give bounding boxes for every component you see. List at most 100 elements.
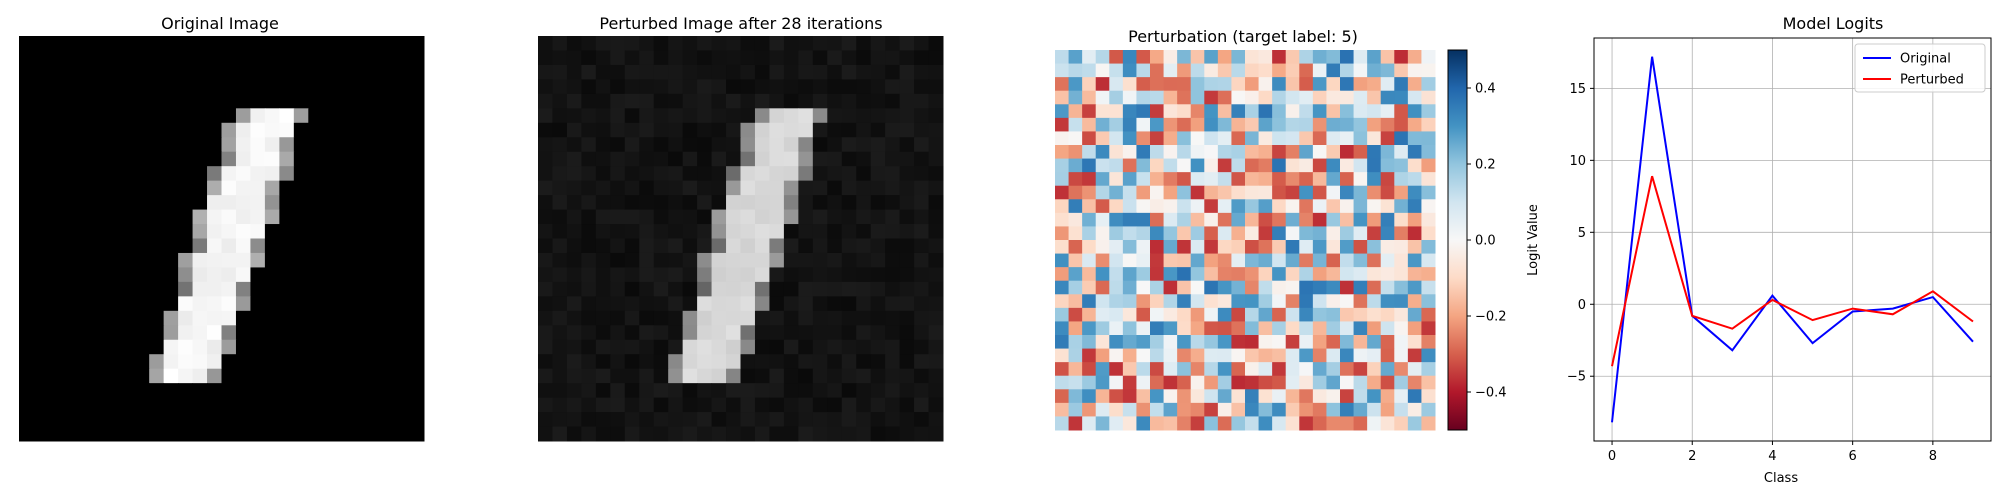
image-pixel: [885, 267, 901, 283]
image-pixel: [235, 252, 251, 268]
image-pixel: [812, 397, 828, 413]
image-pixel: [697, 151, 713, 167]
image-pixel: [163, 79, 179, 95]
image-pixel: [783, 238, 799, 254]
heatmap-cell: [1217, 212, 1232, 227]
image-pixel: [322, 296, 338, 312]
image-pixel: [697, 137, 713, 153]
image-pixel: [192, 354, 208, 370]
heatmap-cell: [1245, 267, 1260, 282]
image-pixel: [308, 412, 324, 428]
heatmap-cell: [1245, 63, 1260, 78]
heatmap-cell: [1217, 199, 1232, 214]
image-pixel: [697, 64, 713, 80]
image-pixel: [899, 50, 915, 66]
heatmap-cell: [1122, 117, 1137, 132]
image-pixel: [235, 238, 251, 254]
image-pixel: [697, 108, 713, 124]
image-pixel: [308, 281, 324, 297]
image-pixel: [754, 209, 770, 225]
image-pixel: [668, 397, 684, 413]
image-pixel: [62, 50, 78, 66]
image-pixel: [711, 108, 727, 124]
heatmap-cell: [1150, 375, 1165, 390]
image-pixel: [235, 137, 251, 153]
image-pixel: [351, 238, 367, 254]
heatmap-cell: [1055, 294, 1070, 309]
image-pixel: [639, 281, 655, 297]
heatmap-cell: [1245, 321, 1260, 336]
image-pixel: [351, 166, 367, 182]
image-pixel: [250, 397, 266, 413]
image-pixel: [538, 36, 553, 51]
heatmap-cell: [1204, 416, 1219, 431]
image-pixel: [914, 93, 930, 109]
heatmap-cell: [1421, 185, 1436, 200]
image-pixel: [552, 238, 568, 254]
image-pixel: [62, 281, 78, 297]
heatmap-cell: [1150, 253, 1165, 268]
heatmap-cell: [1312, 402, 1327, 417]
image-pixel: [668, 368, 684, 384]
image-pixel: [885, 426, 901, 442]
image-pixel: [409, 296, 425, 312]
image-pixel: [624, 137, 640, 153]
image-pixel: [235, 50, 251, 66]
heatmap-cell: [1055, 212, 1070, 227]
image-pixel: [914, 310, 930, 326]
image-pixel: [595, 238, 611, 254]
heatmap-cell: [1272, 77, 1287, 92]
image-pixel: [798, 224, 814, 239]
image-pixel: [914, 64, 930, 80]
image-pixel: [380, 93, 396, 109]
image-pixel: [76, 383, 92, 399]
image-pixel: [827, 209, 843, 225]
heatmap-cell: [1380, 63, 1395, 78]
image-pixel: [62, 93, 78, 109]
heatmap-cell: [1312, 212, 1327, 227]
image-pixel: [33, 180, 49, 196]
heatmap-cell: [1353, 199, 1368, 214]
image-pixel: [62, 252, 78, 268]
image-pixel: [322, 64, 338, 80]
image-pixel: [235, 79, 251, 95]
image-pixel: [841, 397, 857, 413]
image-pixel: [221, 310, 237, 326]
image-pixel: [250, 325, 266, 341]
image-pixel: [639, 36, 655, 51]
heatmap-cell: [1095, 321, 1110, 336]
image-pixel: [668, 252, 684, 268]
image-pixel: [928, 151, 944, 167]
image-pixel: [624, 64, 640, 80]
image-pixel: [639, 151, 655, 167]
heatmap-cell: [1245, 172, 1260, 187]
image-pixel: [62, 325, 78, 341]
image-pixel: [827, 195, 843, 211]
panel-perturbation: Perturbation (target label: 5) −0.4−0.20…: [1055, 27, 1507, 431]
image-pixel: [581, 339, 597, 355]
image-pixel: [653, 310, 669, 326]
image-pixel: [682, 252, 698, 268]
image-pixel: [19, 180, 34, 196]
image-pixel: [624, 36, 640, 51]
image-pixel: [279, 108, 295, 124]
image-pixel: [47, 137, 63, 153]
image-pixel: [552, 310, 568, 326]
heatmap-cell: [1285, 117, 1300, 132]
heatmap-cell: [1394, 199, 1409, 214]
logits-xlabel: Class: [1764, 471, 1798, 486]
heatmap-cell: [1082, 416, 1097, 431]
heatmap-cell: [1190, 77, 1205, 92]
image-pixel: [105, 354, 121, 370]
heatmap-cell: [1312, 267, 1327, 282]
image-pixel: [740, 36, 756, 51]
heatmap-cell: [1326, 280, 1341, 295]
image-pixel: [754, 426, 770, 442]
heatmap-cell: [1122, 240, 1137, 255]
image-pixel: [91, 238, 107, 254]
heatmap-cell: [1380, 185, 1395, 200]
heatmap-cell: [1150, 240, 1165, 255]
heatmap-cell: [1217, 77, 1232, 92]
heatmap-cell: [1082, 212, 1097, 227]
heatmap-cell: [1190, 321, 1205, 336]
